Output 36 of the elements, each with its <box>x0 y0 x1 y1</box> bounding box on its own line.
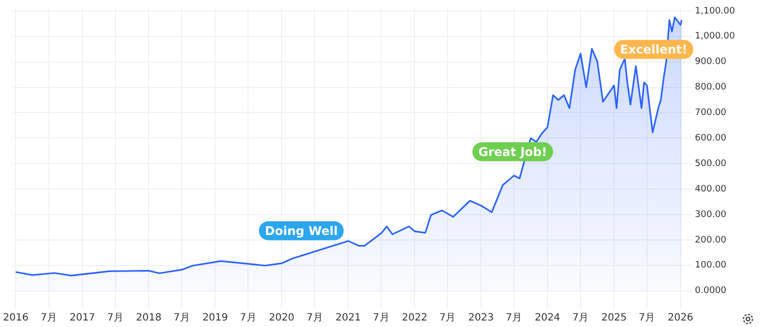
y-tick-label: 700.00 <box>694 108 727 118</box>
x-tick-label: 2026 <box>668 312 694 324</box>
x-tick-label: 7月 <box>372 312 390 324</box>
y-tick-label: 500.00 <box>694 158 727 169</box>
x-tick-label: 2018 <box>136 312 162 324</box>
x-tick-label: 7月 <box>240 312 256 324</box>
x-tick-label: 7月 <box>173 312 190 324</box>
x-tick-label: 7月 <box>506 312 522 324</box>
x-tick-label: 7月 <box>572 312 589 324</box>
annotation: Doing Well <box>264 224 338 238</box>
y-tick-label: 100.00 <box>694 260 727 271</box>
y-tick-label: 1,100.00 <box>694 6 736 16</box>
x-tick-label: 2020 <box>268 312 294 324</box>
y-tick-label: 400.00 <box>694 184 727 194</box>
x-tick-label: 2019 <box>202 312 228 324</box>
y-tick-label: 600.00 <box>694 134 727 144</box>
x-tick-label: 2023 <box>468 312 494 324</box>
y-tick-label: 1,000.00 <box>694 32 736 42</box>
x-tick-label: 2016 <box>3 312 28 324</box>
x-tick-label: 7月 <box>107 312 124 324</box>
x-tick-label: 2025 <box>601 312 627 324</box>
x-tick-label: 2017 <box>70 312 96 324</box>
y-tick-label: 900.00 <box>694 57 727 68</box>
x-tick-label: 2022 <box>402 312 428 324</box>
x-tick-label: 7月 <box>40 312 58 324</box>
x-tick-label: 2024 <box>534 312 560 324</box>
y-tick-label: 800.00 <box>694 82 727 93</box>
x-tick-label: 7月 <box>439 312 456 324</box>
annotation: Excellent! <box>620 42 688 56</box>
annotation: Great Job! <box>478 144 548 159</box>
x-tick-label: 7月 <box>306 312 323 324</box>
x-tick-label: 2021 <box>335 312 361 324</box>
y-tick-label: 200.00 <box>694 235 727 246</box>
y-tick-label: 0.0000 <box>694 286 727 296</box>
x-tick-label: 7月 <box>638 312 656 324</box>
y-tick-label: 300.00 <box>694 210 727 220</box>
